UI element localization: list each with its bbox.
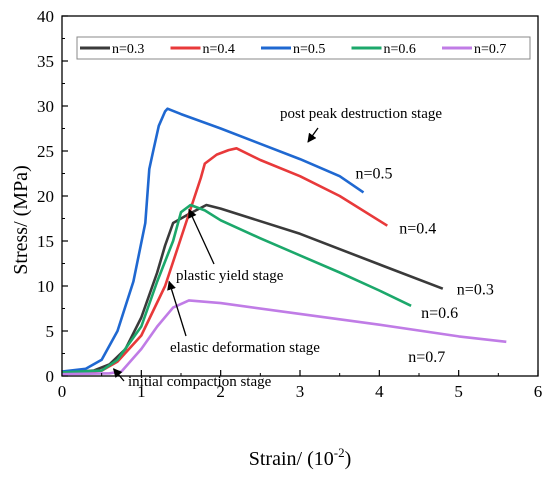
series-end-label: n=0.3	[457, 282, 494, 299]
y-tick-label: 25	[37, 142, 54, 161]
annotation-label: initial compaction stage	[128, 374, 272, 390]
series-end-label: n=0.4	[399, 221, 436, 238]
series-end-label: n=0.5	[355, 165, 392, 182]
plot-frame	[61, 15, 539, 377]
x-tick-label: 4	[375, 382, 384, 401]
annotation-arrow	[188, 208, 215, 265]
x-tick-label: 6	[534, 382, 543, 401]
series-line-3	[61, 107, 365, 373]
y-tick-label: 10	[37, 277, 54, 296]
x-tick-label: 3	[296, 382, 305, 401]
legend-label: n=0.6	[384, 42, 416, 57]
legend-label: n=0.3	[112, 42, 144, 57]
series-line-1	[61, 203, 444, 375]
y-tick-label: 30	[37, 97, 54, 116]
legend-label: n=0.5	[293, 42, 325, 57]
series-line-2	[61, 147, 388, 376]
y-axis-title: Stress/ (MPa)	[10, 165, 32, 274]
series-end-label: n=0.7	[408, 349, 445, 366]
legend-box	[76, 36, 531, 60]
series-line-4	[61, 203, 412, 374]
annotation-label: elastic deformation stage	[170, 340, 320, 356]
annotation-label: plastic yield stage	[176, 268, 284, 284]
x-tick-label: 5	[454, 382, 463, 401]
x-axis-title: Strain/ (10-2)	[249, 445, 352, 470]
y-tick-label: 20	[37, 187, 54, 206]
annotation-arrow	[112, 368, 125, 382]
annotation-arrow	[307, 127, 319, 143]
x-tick-label: 2	[216, 382, 225, 401]
legend-label: n=0.4	[203, 42, 235, 57]
y-tick-label: 0	[46, 367, 55, 386]
legend-label: n=0.7	[474, 42, 506, 57]
annotation-label: post peak destruction stage	[280, 106, 442, 122]
x-tick-label: 1	[137, 382, 146, 401]
y-tick-label: 40	[37, 7, 54, 26]
y-tick-label: 5	[46, 322, 55, 341]
x-tick-label: 0	[58, 382, 67, 401]
annotation-arrow	[167, 280, 187, 337]
y-tick-label: 35	[37, 52, 54, 71]
series-end-label: n=0.6	[421, 305, 458, 322]
y-tick-label: 15	[37, 232, 54, 251]
